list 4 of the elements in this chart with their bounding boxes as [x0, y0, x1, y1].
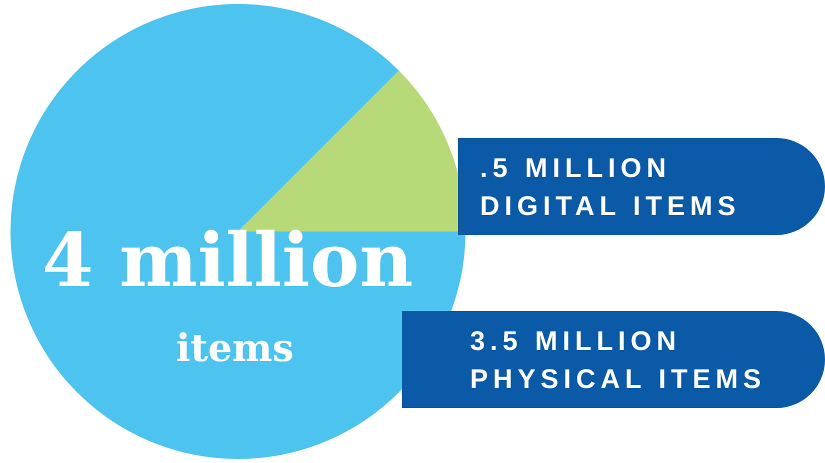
slice-label: .5 MILLION DIGITAL ITEMS [458, 138, 825, 235]
text: 4 million [42, 218, 414, 304]
text: items [176, 325, 294, 370]
slice-label: 3.5 MILLION PHYSICAL ITEMS [402, 311, 825, 408]
